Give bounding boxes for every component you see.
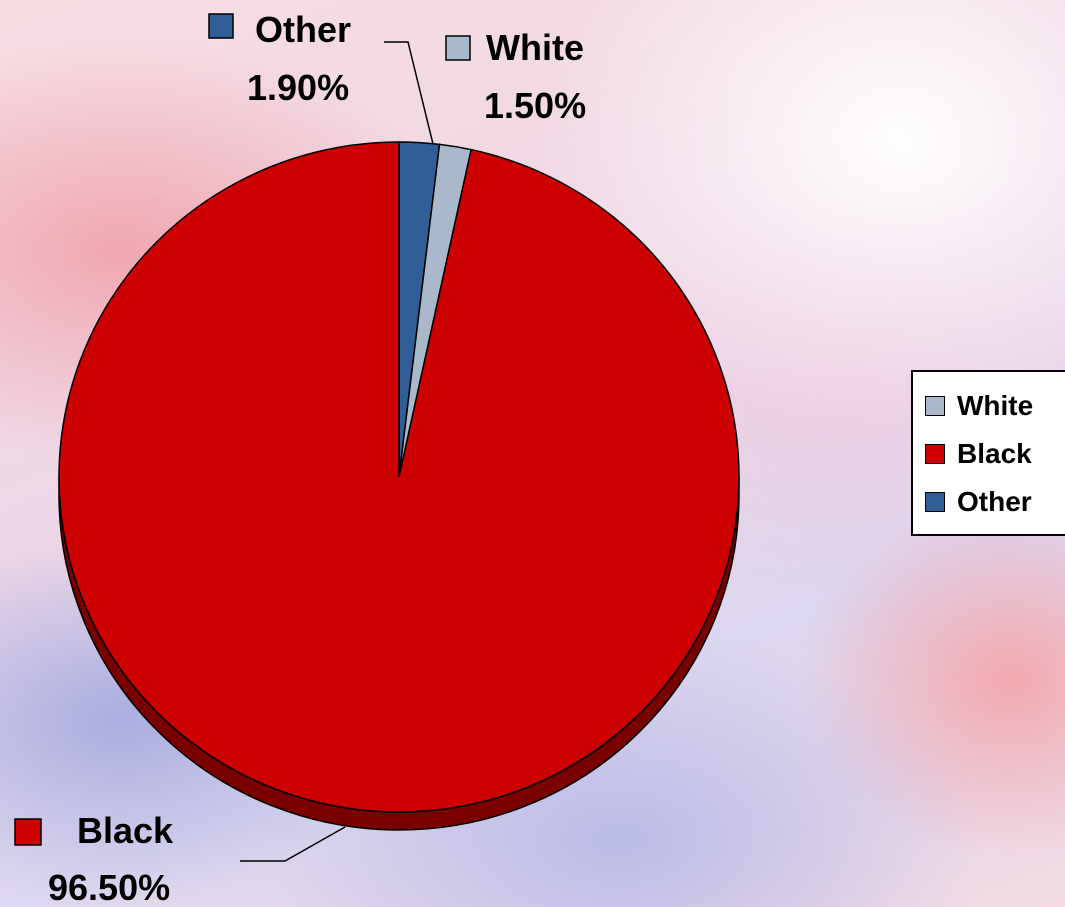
pie-slices	[58, 141, 740, 813]
data-label-black-name: Black	[77, 810, 174, 851]
data-label-black-value: 96.50%	[48, 867, 170, 907]
data-label-white-swatch	[445, 35, 471, 61]
legend-label-black: Black	[957, 438, 1032, 469]
data-label-white-value: 1.50%	[484, 85, 586, 126]
leader-line-other	[384, 41, 434, 145]
legend-item-white: White	[925, 382, 1065, 430]
data-label-other-value: 1.90%	[247, 67, 349, 108]
legend-swatch-white	[925, 396, 945, 416]
legend-swatch-black	[925, 444, 945, 464]
legend-label-white: White	[957, 390, 1034, 421]
leader-lines	[240, 41, 434, 862]
legend-label-other: Other	[957, 486, 1032, 517]
data-label-other-swatch	[208, 13, 234, 39]
legend-item-other: Other	[925, 478, 1065, 526]
legend-swatch-other	[925, 492, 945, 512]
leader-line-black	[240, 826, 346, 862]
legend: White Black Other	[911, 370, 1065, 536]
pie-slice-black	[58, 141, 740, 813]
data-label-black-swatch	[14, 818, 42, 846]
data-label-white-name: White	[486, 27, 584, 68]
data-label-other-name: Other	[255, 9, 351, 50]
legend-item-black: Black	[925, 430, 1065, 478]
